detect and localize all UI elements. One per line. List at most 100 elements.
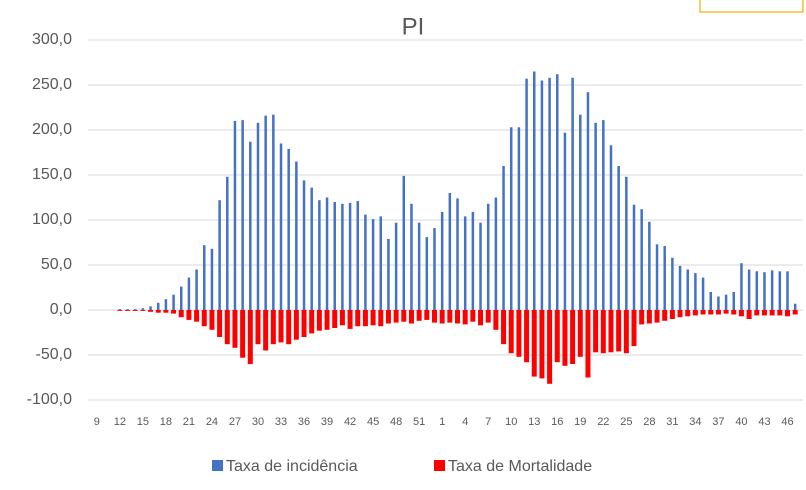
- bar: [447, 310, 453, 323]
- x-tick-label: 27: [229, 416, 241, 428]
- bar: [548, 77, 551, 310]
- bar: [241, 120, 244, 310]
- bar: [132, 310, 138, 311]
- bar: [433, 228, 436, 310]
- bar: [692, 310, 698, 316]
- bar: [654, 310, 660, 323]
- bar: [586, 92, 590, 310]
- bar: [325, 197, 329, 310]
- bar: [347, 310, 353, 329]
- bar: [608, 310, 614, 353]
- bar: [655, 244, 659, 310]
- bar: [378, 310, 384, 327]
- bar: [341, 203, 344, 310]
- x-tick-label: 40: [735, 416, 747, 428]
- x-tick-label: 46: [781, 416, 793, 428]
- bar: [439, 310, 445, 324]
- bar: [279, 143, 283, 310]
- bar: [178, 310, 184, 318]
- bar: [278, 310, 284, 343]
- bar: [286, 310, 292, 345]
- x-tick-label: 21: [183, 416, 195, 428]
- bar: [156, 302, 160, 310]
- bar: [224, 310, 230, 345]
- bar: [723, 310, 729, 314]
- bar: [577, 310, 583, 357]
- bar: [195, 269, 198, 310]
- bar: [287, 148, 290, 310]
- bar: [218, 200, 221, 310]
- bar: [448, 193, 452, 310]
- bar: [769, 310, 775, 316]
- x-tick-label: 12: [114, 416, 126, 428]
- bar: [431, 310, 437, 323]
- y-tick-label: 100,0: [32, 211, 72, 228]
- y-tick-label: -50,0: [36, 346, 73, 363]
- bar: [540, 80, 544, 310]
- x-tick-label: 10: [505, 416, 517, 428]
- x-tick-label: 36: [298, 416, 310, 428]
- bar: [249, 141, 252, 310]
- bar: [685, 310, 691, 317]
- bar: [270, 310, 276, 345]
- bar: [316, 310, 322, 331]
- bar: [264, 115, 267, 310]
- bar: [210, 248, 214, 310]
- bar: [539, 310, 545, 379]
- bar: [740, 263, 743, 310]
- bar: [408, 310, 414, 324]
- bar: [501, 310, 507, 345]
- x-tick-label: 33: [275, 416, 287, 428]
- bar: [585, 310, 591, 378]
- bar: [479, 222, 482, 310]
- bar: [416, 310, 422, 321]
- x-tick-label: 15: [137, 416, 149, 428]
- bar: [117, 310, 123, 311]
- bar: [455, 310, 461, 324]
- bar: [671, 257, 674, 310]
- bar: [533, 71, 536, 310]
- bar: [187, 277, 191, 310]
- bar: [471, 211, 475, 310]
- frame-box: [699, 0, 804, 13]
- x-tick-label: 51: [413, 416, 425, 428]
- x-tick-label: 43: [758, 416, 770, 428]
- y-tick-label: 50,0: [41, 256, 72, 273]
- bar: [662, 310, 668, 321]
- bar: [777, 310, 783, 316]
- bar: [502, 166, 505, 310]
- bar: [686, 269, 689, 310]
- bar: [333, 202, 336, 310]
- bar: [425, 237, 429, 310]
- bar: [364, 214, 367, 310]
- bar: [701, 277, 705, 310]
- bar: [731, 310, 737, 315]
- bar: [462, 310, 468, 325]
- bar: [493, 310, 499, 330]
- y-tick-label: 200,0: [32, 121, 72, 138]
- chart-title: PI: [402, 13, 425, 40]
- bar: [133, 309, 137, 310]
- bar: [186, 310, 192, 320]
- bar: [579, 114, 582, 310]
- bar: [141, 308, 145, 310]
- bar: [631, 310, 637, 346]
- bar: [201, 310, 207, 327]
- bar: [570, 310, 576, 364]
- bar: [625, 176, 628, 310]
- bar: [571, 77, 574, 310]
- bar: [355, 310, 361, 327]
- bar: [240, 310, 246, 358]
- bar: [410, 203, 413, 310]
- bar: [148, 310, 154, 312]
- legend-label: Taxa de incidência: [226, 458, 358, 475]
- bar: [602, 120, 605, 310]
- bar: [362, 310, 368, 327]
- bar: [678, 265, 682, 310]
- bar: [149, 306, 152, 310]
- bar: [232, 310, 238, 348]
- bar: [746, 310, 752, 319]
- bar: [770, 270, 774, 310]
- bar: [385, 310, 391, 324]
- bar: [715, 310, 721, 315]
